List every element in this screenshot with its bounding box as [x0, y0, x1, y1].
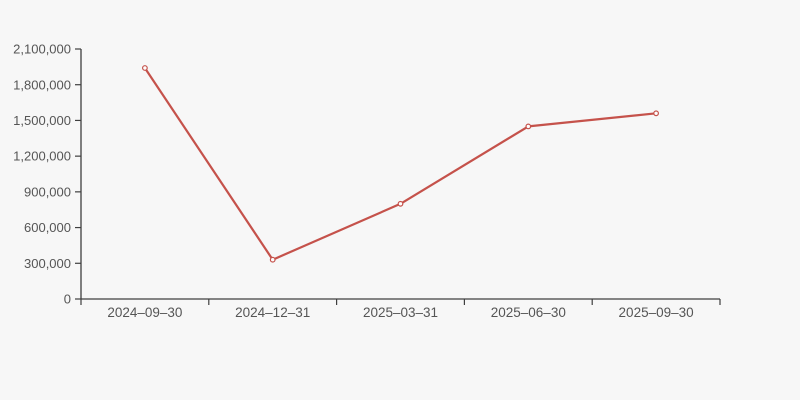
data-point-marker — [141, 65, 148, 71]
y-tick-label: 1,500,000 — [13, 113, 71, 128]
x-tick-label: 2025–03–31 — [363, 305, 438, 320]
x-tick-label: 2025–06–30 — [491, 305, 566, 320]
y-tick-label: 0 — [64, 292, 71, 307]
data-point-marker — [397, 200, 404, 207]
x-tick-label: 2025–09–30 — [619, 305, 694, 320]
data-point-marker — [269, 256, 276, 263]
data-point-marker — [653, 110, 659, 117]
y-tick-label: 1,200,000 — [13, 149, 71, 164]
x-tick-label: 2024–09–30 — [107, 305, 182, 320]
series-line — [143, 66, 658, 261]
x-tick-label: 2024–12–31 — [235, 305, 310, 320]
y-tick-label: 2,100,000 — [13, 42, 71, 57]
y-tick-label: 300,000 — [24, 256, 71, 271]
data-point-marker — [525, 123, 532, 130]
y-tick-label: 600,000 — [24, 220, 71, 235]
y-tick-label: 900,000 — [24, 184, 71, 199]
y-tick-label: 1,800,000 — [13, 77, 71, 92]
